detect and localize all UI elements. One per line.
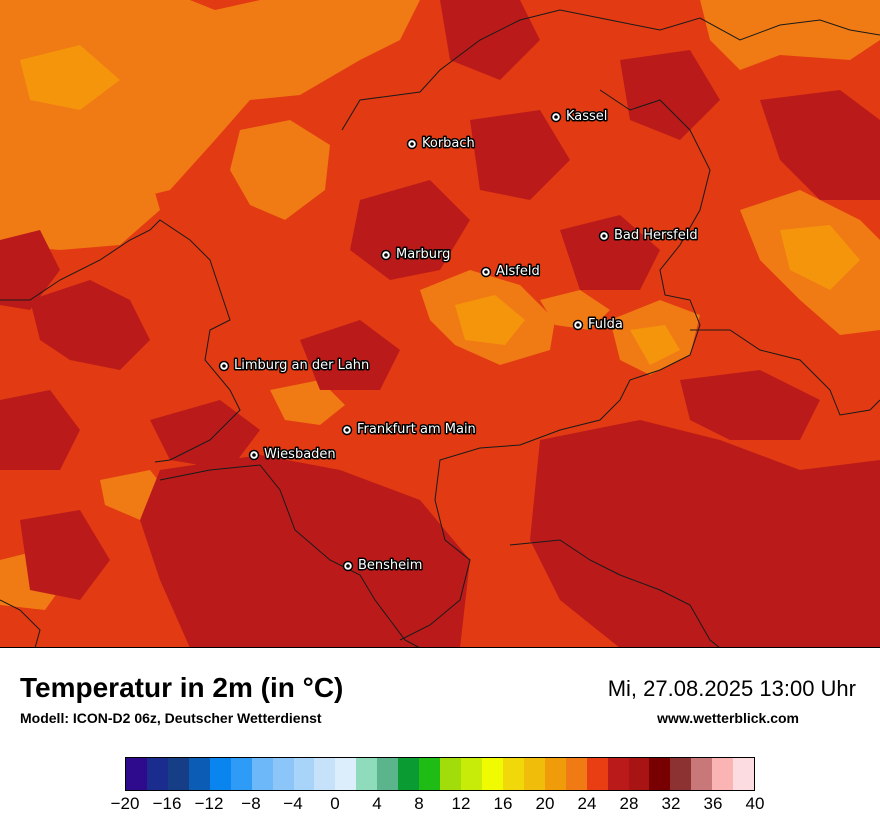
city-marker-bad-hersfeld[interactable]: Bad Hersfeld	[598, 227, 699, 245]
colorbar-cell	[126, 758, 147, 790]
colorbar-cell	[502, 758, 524, 790]
city-marker-alsfeld[interactable]: Alsfeld	[480, 263, 541, 281]
temperature-zones-light-orange	[20, 45, 860, 365]
city-label: Bensheim	[358, 558, 422, 573]
colorbar-cell	[377, 758, 399, 790]
city-marker-fulda[interactable]: Fulda	[572, 316, 624, 334]
colorbar-tick-label: 16	[493, 794, 513, 813]
colorbar-cell	[272, 758, 294, 790]
map-canvas: Kassel Korbach Bad Hersfeld Marburg Alsf…	[0, 0, 880, 648]
colorbar-cell	[188, 758, 210, 790]
colorbar-tick-label: −4	[283, 794, 303, 813]
city-label: Kassel	[566, 109, 607, 124]
state-borders	[0, 9, 880, 648]
website-link[interactable]: www.wetterblick.com	[657, 710, 799, 726]
colorbar-cell	[628, 758, 650, 790]
city-label: Limburg an der Lahn	[234, 358, 369, 373]
colorbar-tick-label: 20	[535, 794, 555, 813]
map-title: Temperatur in 2m (in °C)	[20, 672, 344, 703]
city-label: Wiesbaden	[264, 447, 336, 462]
colorbar-cell	[523, 758, 545, 790]
map-footer: Temperatur in 2m (in °C) Modell: ICON-D2…	[0, 648, 880, 830]
colorbar-tick-label: −12	[194, 794, 224, 813]
colorbar-tick-label: 24	[577, 794, 597, 813]
colorbar-tick-label: −8	[241, 794, 261, 813]
colorbar-tick-label: 12	[451, 794, 471, 813]
colorbar-tick-label: −20	[110, 794, 140, 813]
colorbar-cell	[230, 758, 252, 790]
forecast-datetime: Mi, 27.08.2025 13:00 Uhr	[607, 676, 856, 701]
model-subtitle: Modell: ICON-D2 06z, Deutscher Wetterdie…	[20, 710, 322, 726]
city-marker-limburg[interactable]: Limburg an der Lahn	[218, 357, 371, 375]
colorbar-cell	[356, 758, 378, 790]
colorbar-cell	[733, 758, 755, 790]
colorbar-tick-label: 0	[330, 794, 340, 813]
temperature-zones-dark-red	[0, 0, 880, 648]
colorbar-cell	[565, 758, 587, 790]
colorbar-cell	[691, 758, 713, 790]
colorbar-tick-label: 28	[619, 794, 639, 813]
colorbar-tick-label: 8	[414, 794, 424, 813]
colorbar-cell	[419, 758, 441, 790]
temperature-map[interactable]: Kassel Korbach Bad Hersfeld Marburg Alsf…	[0, 0, 880, 648]
city-marker-frankfurt[interactable]: Frankfurt am Main	[341, 421, 477, 439]
colorbar-tick-label: 40	[745, 794, 765, 813]
colorbar-cell	[293, 758, 315, 790]
colorbar-cell	[209, 758, 231, 790]
colorbar-cell	[712, 758, 734, 790]
city-label: Marburg	[396, 247, 450, 262]
colorbar-cell	[314, 758, 336, 790]
colorbar-cell	[146, 758, 168, 790]
colorbar-cell	[440, 758, 461, 790]
city-marker-kassel[interactable]: Kassel	[550, 108, 609, 126]
city-marker-korbach[interactable]: Korbach	[406, 135, 476, 153]
colorbar-cell	[398, 758, 420, 790]
colorbar-tick-label: 36	[703, 794, 723, 813]
city-label: Korbach	[422, 136, 475, 151]
city-label: Bad Hersfeld	[614, 228, 698, 243]
colorbar-cell	[586, 758, 608, 790]
city-label: Fulda	[588, 317, 623, 332]
city-label: Frankfurt am Main	[357, 422, 476, 437]
colorbar-cell	[335, 758, 357, 790]
colorbar-cell	[649, 758, 671, 790]
city-label: Alsfeld	[496, 264, 540, 279]
colorbar-tick-label: 4	[372, 794, 382, 813]
colorbar-ticks: −20 −16 −12 −8 −4 0 4 8 12 16 20 24 28 32 36 40	[0, 794, 880, 818]
colorbar-tick-label: 32	[661, 794, 681, 813]
colorbar-cell	[670, 758, 692, 790]
colorbar-cell	[544, 758, 566, 790]
temperature-colorbar	[125, 757, 755, 791]
colorbar-cell	[481, 758, 503, 790]
colorbar-cell	[167, 758, 189, 790]
city-marker-wiesbaden[interactable]: Wiesbaden	[248, 446, 337, 464]
city-marker-bensheim[interactable]: Bensheim	[342, 557, 424, 575]
colorbar-cell	[461, 758, 482, 790]
colorbar-cell	[607, 758, 629, 790]
colorbar-tick-label: −16	[152, 794, 182, 813]
colorbar-cell	[251, 758, 273, 790]
city-marker-marburg[interactable]: Marburg	[380, 246, 452, 264]
